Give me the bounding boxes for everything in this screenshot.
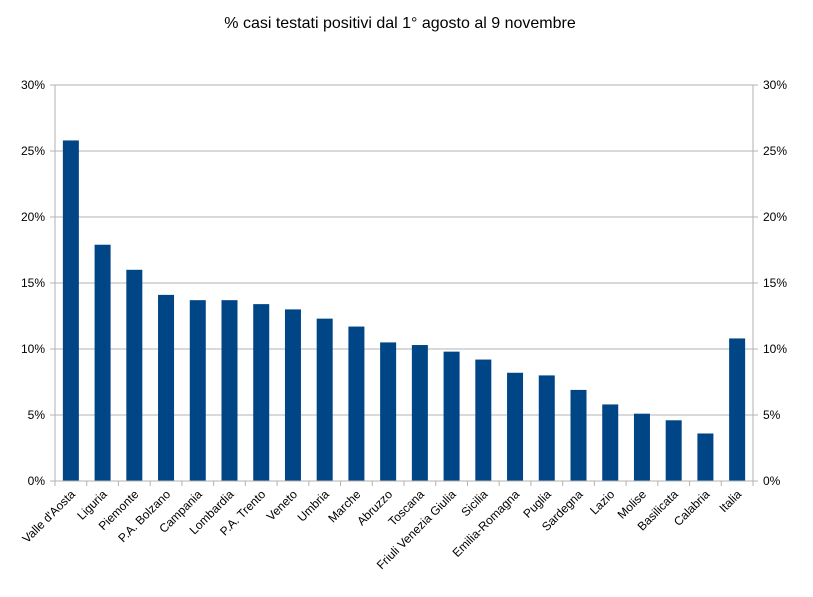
bar bbox=[697, 433, 714, 481]
y-tick-label-left: 25% bbox=[21, 144, 45, 158]
bar bbox=[284, 309, 301, 481]
bar bbox=[729, 338, 746, 481]
y-tick-label-right: 10% bbox=[763, 342, 787, 356]
bar bbox=[316, 318, 333, 481]
x-tick-label: Valle d'Aosta bbox=[19, 487, 78, 546]
y-tick-label-left: 15% bbox=[21, 276, 45, 290]
x-tick-label: Italia bbox=[716, 487, 744, 515]
bars bbox=[62, 140, 746, 481]
bar bbox=[570, 389, 587, 481]
x-tick-label: Lazio bbox=[587, 487, 617, 517]
chart-title: % casi testati positivi dal 1° agosto al… bbox=[224, 15, 576, 32]
y-tick-labels-left: 0% 5% 10% 15% 20% 25% 30% bbox=[21, 78, 45, 488]
x-tick-label: Calabria bbox=[671, 487, 713, 529]
bar bbox=[126, 269, 143, 481]
bar bbox=[411, 345, 428, 481]
y-tick-label-left: 30% bbox=[21, 78, 45, 92]
y-tick-labels-right: 0% 5% 10% 15% 20% 25% 30% bbox=[763, 78, 787, 488]
bar bbox=[380, 342, 397, 481]
y-tick-label-left: 0% bbox=[28, 474, 46, 488]
x-tick-label: Veneto bbox=[264, 487, 301, 524]
y-tick-label-right: 5% bbox=[763, 408, 781, 422]
y-tick-label-right: 25% bbox=[763, 144, 787, 158]
bar bbox=[633, 413, 650, 481]
bar bbox=[189, 300, 206, 481]
bar bbox=[475, 359, 492, 481]
bar bbox=[507, 372, 524, 481]
axes bbox=[50, 84, 758, 486]
bar bbox=[602, 404, 619, 481]
y-tick-label-right: 15% bbox=[763, 276, 787, 290]
y-tick-label-right: 0% bbox=[763, 474, 781, 488]
y-tick-label-left: 20% bbox=[21, 210, 45, 224]
bar bbox=[253, 304, 270, 481]
bar bbox=[538, 375, 555, 481]
bar bbox=[94, 244, 111, 481]
bar bbox=[443, 351, 460, 481]
bar bbox=[665, 420, 682, 481]
y-tick-label-right: 20% bbox=[763, 210, 787, 224]
x-tick-label: Umbria bbox=[295, 487, 332, 524]
bar bbox=[158, 294, 175, 481]
bar bbox=[62, 140, 79, 481]
y-tick-label-left: 10% bbox=[21, 342, 45, 356]
y-tick-label-left: 5% bbox=[28, 408, 46, 422]
bar bbox=[348, 326, 365, 481]
y-tick-label-right: 30% bbox=[763, 78, 787, 92]
bar bbox=[221, 300, 238, 481]
